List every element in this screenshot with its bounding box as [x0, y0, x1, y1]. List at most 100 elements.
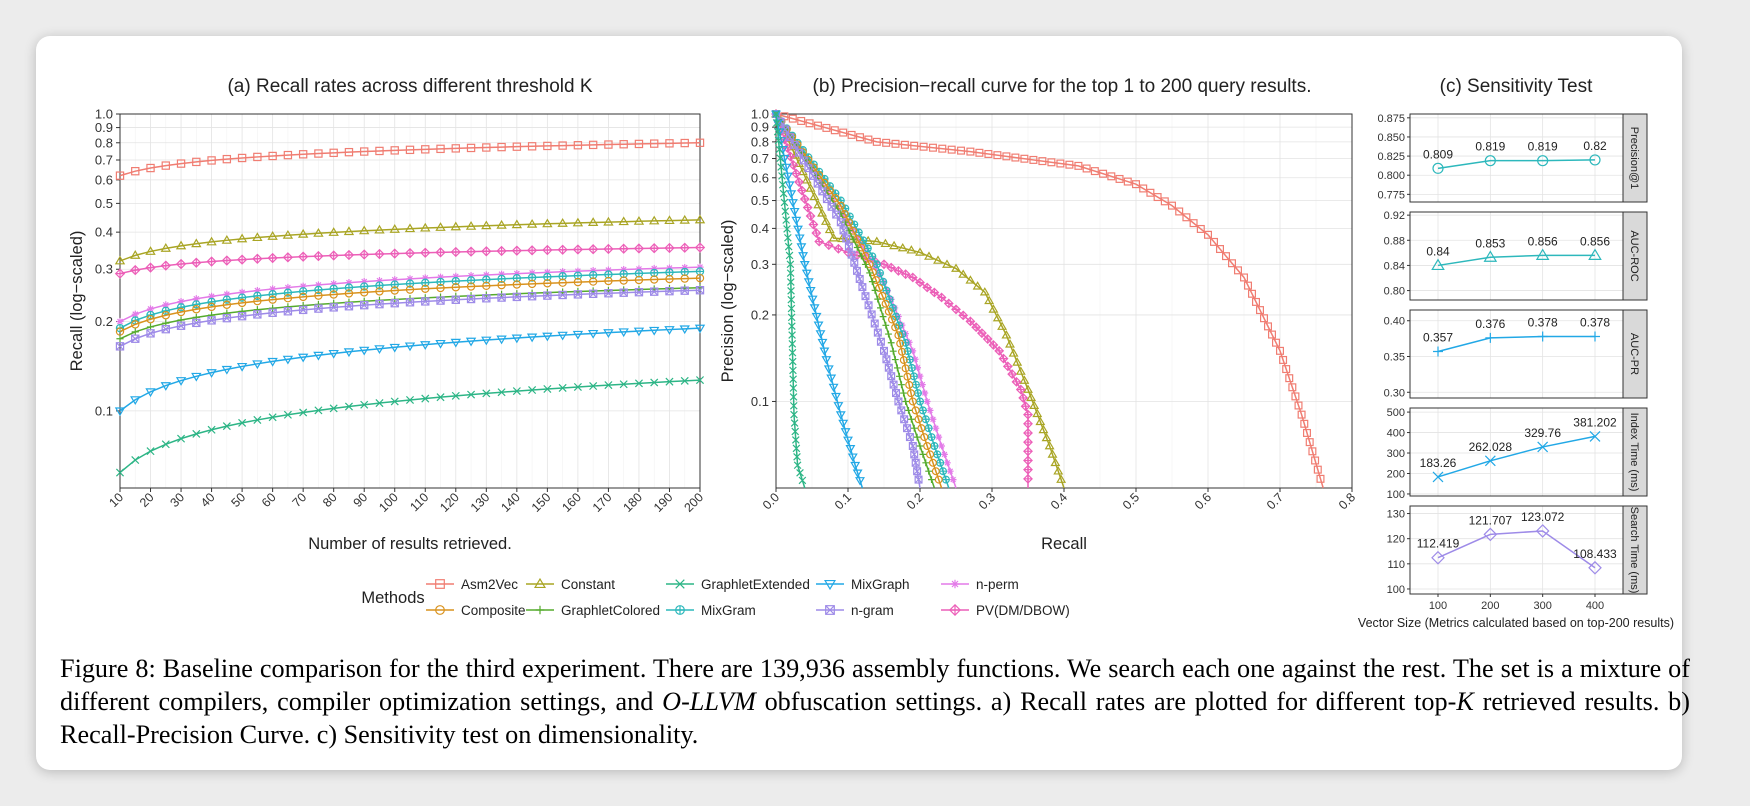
point-pv-dm-dbow: [805, 211, 816, 221]
point-n-perm: [238, 288, 246, 296]
point-n-gram: [852, 266, 861, 275]
point-asm2vec: [1146, 188, 1155, 197]
legend-key-marker-pv-dm-dbow: [948, 603, 962, 617]
point-mixgram: [936, 458, 945, 467]
point-mixgraph: [805, 286, 816, 296]
point-composite: [875, 283, 884, 292]
point-graphletextended: [528, 385, 537, 395]
point-constant: [801, 175, 812, 184]
point-n-gram: [905, 433, 914, 442]
point-composite: [878, 291, 887, 300]
point-asm2vec: [1291, 392, 1300, 401]
panel-a-y-tick-label: 0.4: [95, 225, 113, 240]
point-composite: [207, 302, 216, 312]
point-constant: [1008, 348, 1019, 357]
point-graphletcolored: [866, 269, 873, 277]
point-mixgraph: [855, 477, 865, 486]
point-n-gram: [882, 355, 891, 364]
point-asm2vec: [830, 126, 839, 135]
point-mixgraph: [679, 325, 690, 335]
panel-c-y-tick-label: 0.40: [1384, 316, 1405, 328]
point-n-gram: [497, 293, 506, 302]
point-n-perm: [116, 317, 124, 326]
point-graphletextended: [789, 375, 797, 384]
point-asm2vec: [1227, 259, 1236, 268]
point-asm2vec: [268, 151, 277, 161]
point-pv-dm-dbow: [191, 257, 202, 268]
panel-a-x-tick-label: 90: [351, 490, 371, 510]
point-constant: [871, 236, 882, 245]
point-asm2vec: [176, 159, 186, 168]
point-graphletextended: [436, 393, 445, 402]
point-mixgraph: [784, 181, 795, 190]
point-graphletcolored: [269, 304, 277, 312]
point-constant: [603, 216, 614, 226]
point-pv-dm-dbow: [160, 260, 171, 271]
point-graphletextended: [786, 269, 795, 277]
figure-caption: Figure 8: Baseline comparison for the th…: [60, 652, 1690, 751]
point-n-gram: [903, 424, 912, 433]
point-graphletextended: [650, 378, 659, 387]
point-graphletextended: [778, 172, 786, 180]
panel-c-y-tick-label: 120: [1387, 534, 1405, 546]
point-mixgraph: [694, 324, 706, 334]
point-mixgraph: [809, 304, 820, 313]
point-n-perm: [926, 406, 934, 414]
panel-a-x-tick-label: 180: [620, 490, 645, 515]
point-n-gram: [558, 290, 567, 300]
point-graphletextended: [791, 427, 800, 436]
point-mixgram: [863, 244, 872, 253]
panel-b-y-axis-label: Precision (log−scaled): [719, 220, 737, 383]
point-asm2vec: [1243, 281, 1252, 290]
point-constant: [465, 220, 477, 230]
point-n-gram: [891, 389, 900, 398]
point-mixgram: [237, 293, 247, 302]
point-graphletextended: [680, 376, 689, 385]
point-n-gram: [864, 301, 873, 310]
point-graphletextended: [782, 216, 790, 224]
point-asm2vec: [634, 139, 644, 149]
point-composite: [897, 347, 906, 356]
panel-a-title: (a) Recall rates across different thresh…: [227, 76, 592, 97]
point-constant: [1015, 366, 1026, 375]
panel-c-value-label: 262.028: [1469, 440, 1513, 454]
point-n-perm: [681, 263, 689, 272]
point-pv-dm-dbow: [943, 298, 954, 309]
point-graphletcolored: [907, 415, 915, 423]
point-n-gram: [680, 286, 689, 295]
point-asm2vec: [665, 139, 674, 148]
point-graphletextended: [780, 198, 789, 207]
point-constant: [997, 321, 1008, 330]
point-constant: [958, 269, 969, 278]
point-mixgraph: [420, 341, 431, 350]
panel-a-x-tick-label: 190: [651, 490, 676, 515]
caption-italic-k: K: [1456, 687, 1474, 716]
point-graphletextended: [776, 154, 785, 163]
point-n-gram: [695, 286, 705, 295]
point-constant: [252, 232, 263, 242]
panel-c-y-tick-label: 0.850: [1377, 132, 1405, 144]
legend-key-marker-graphletcolored: [535, 605, 545, 615]
point-n-perm: [360, 278, 368, 286]
point-graphletextended: [497, 388, 506, 397]
point-mixgraph: [221, 365, 233, 375]
point-pv-dm-dbow: [114, 268, 126, 279]
point-pv-dm-dbow: [206, 256, 217, 267]
point-n-gram: [873, 328, 882, 337]
point-n-gram: [298, 305, 308, 315]
point-n-gram: [665, 286, 674, 296]
point-graphletextended: [788, 348, 797, 357]
point-composite: [375, 287, 384, 296]
point-graphletextended: [283, 410, 292, 419]
panel-a-x-tick-label: 140: [498, 490, 523, 515]
panel-c-point-precision-1: [1484, 155, 1496, 167]
point-pv-dm-dbow: [929, 287, 940, 298]
point-constant: [587, 217, 599, 226]
point-graphletextended: [665, 377, 674, 386]
legend-key-marker-graphletextended: [675, 579, 685, 589]
point-n-gram: [466, 294, 476, 304]
point-graphletextended: [787, 295, 796, 304]
point-pv-dm-dbow: [811, 228, 822, 238]
point-n-gram: [795, 148, 804, 157]
point-mixgraph: [789, 207, 800, 217]
